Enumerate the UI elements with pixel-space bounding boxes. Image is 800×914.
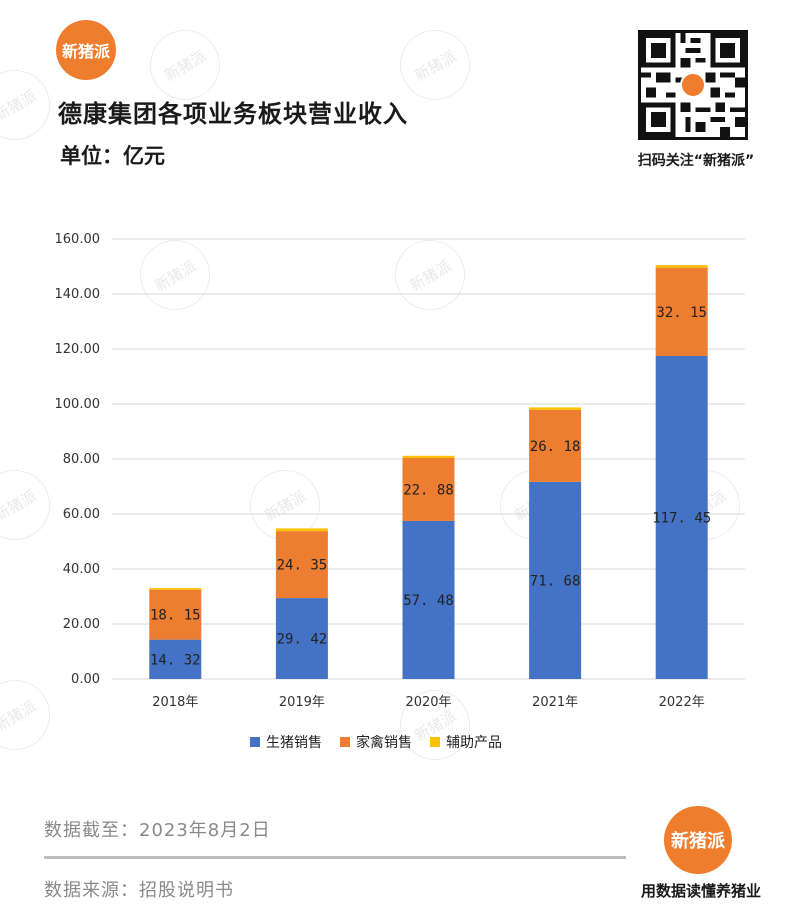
bar-segment-poultry <box>529 409 582 482</box>
y-tick-label: 60.00 <box>63 507 100 522</box>
legend-label: 辅助产品 <box>446 735 502 751</box>
bar-value-label: 71. 68 <box>530 573 581 589</box>
bar-value-label: 29. 42 <box>277 632 328 648</box>
legend-swatch-pig <box>250 737 260 747</box>
brand-logo: 新猪派 <box>56 20 116 80</box>
legend-swatch-poultry <box>340 737 350 747</box>
bar-segment-pig <box>529 481 582 679</box>
bar-segment-pig <box>275 598 328 679</box>
bar-segment-pig <box>149 639 202 679</box>
y-tick-label: 100.00 <box>55 397 101 412</box>
bar-value-label: 117. 45 <box>652 511 711 527</box>
legend-label: 家禽销售 <box>356 735 412 751</box>
x-tick-label: 2022年 <box>659 695 705 710</box>
bar-segment-auxiliary <box>529 407 582 410</box>
bar-segment-auxiliary <box>655 265 708 268</box>
y-tick-label: 120.00 <box>55 342 101 357</box>
bar-segment-poultry <box>655 267 708 357</box>
bar-value-label: 14. 32 <box>150 652 201 668</box>
bar-segment-poultry <box>149 589 202 640</box>
bar-segment-auxiliary <box>149 588 202 590</box>
qr-caption: 扫码关注“新猪派” <box>637 153 755 169</box>
brand-logo: 新猪派 <box>664 806 732 874</box>
qr-code[interactable] <box>638 30 748 140</box>
x-tick-label: 2018年 <box>152 695 198 710</box>
x-tick-label: 2021年 <box>532 695 578 710</box>
brand-slogan: 用数据读懂养猪业 <box>640 882 761 900</box>
brand-logo-text: 新猪派 <box>61 42 110 61</box>
y-tick-label: 0.00 <box>71 672 100 687</box>
chart-title: 德康集团各项业务板块营业收入 <box>58 100 408 128</box>
bar-segment-pig <box>402 520 455 679</box>
bar-segment-pig <box>655 356 708 679</box>
bar-segment-auxiliary <box>402 455 455 459</box>
bar-value-label: 26. 18 <box>530 439 581 455</box>
legend-item: 家禽销售 <box>340 732 412 752</box>
divider <box>44 856 626 859</box>
y-tick-label: 140.00 <box>55 287 101 302</box>
legend-item: 辅助产品 <box>430 732 502 752</box>
legend-swatch-auxiliary <box>430 737 440 747</box>
chart-unit: 单位：亿元 <box>60 144 165 168</box>
data-source: 数据来源：招股说明书 <box>44 880 234 901</box>
bar-value-label: 32. 15 <box>656 305 707 321</box>
data-cutoff-date: 数据截至：2023年8月2日 <box>44 820 271 841</box>
bar-value-label: 18. 15 <box>150 608 201 624</box>
bar-segment-poultry <box>402 458 455 521</box>
x-tick-label: 2020年 <box>405 695 451 710</box>
y-tick-label: 20.00 <box>63 617 100 632</box>
y-tick-label: 80.00 <box>63 452 100 467</box>
bar-value-label: 22. 88 <box>403 482 454 498</box>
bar-segment-poultry <box>275 531 328 599</box>
brand-logo-text: 新猪派 <box>671 831 725 852</box>
bar-value-label: 57. 48 <box>403 593 454 609</box>
y-tick-label: 160.00 <box>55 232 101 247</box>
chart-legend: 生猪销售 家禽销售 辅助产品 <box>250 732 502 752</box>
bar-segment-auxiliary <box>275 528 328 532</box>
legend-label: 生猪销售 <box>266 735 322 751</box>
x-tick-label: 2019年 <box>279 695 325 710</box>
y-tick-label: 40.00 <box>63 562 100 577</box>
qr-center-logo <box>680 72 706 98</box>
legend-item: 生猪销售 <box>250 732 322 752</box>
bar-value-label: 24. 35 <box>277 558 328 574</box>
